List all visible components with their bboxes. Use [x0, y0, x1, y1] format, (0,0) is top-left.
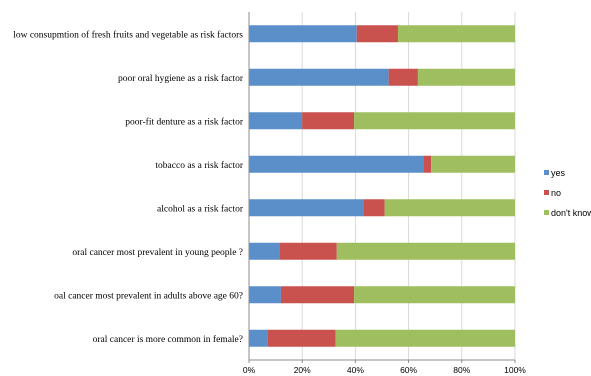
legend-label: yes — [551, 168, 566, 178]
category-label: oral cancer most prevalent in young peop… — [72, 248, 243, 258]
x-tick-label: 80% — [453, 365, 470, 375]
category-label: low consupmtion of fresh fruits and vege… — [13, 29, 243, 40]
bar-segment-yes — [249, 242, 280, 260]
x-tick-labels: 0% 20% 40% 60% 80% 100% — [243, 365, 526, 375]
bar-segment-don-t-know — [354, 286, 515, 304]
bar-segment-yes — [249, 68, 389, 86]
bar-segment-yes — [249, 199, 364, 217]
x-tick-label: 0% — [243, 365, 256, 375]
legend-label: no — [551, 188, 561, 198]
bar-segment-yes — [249, 329, 268, 347]
category-label: oral cancer is more common in female? — [93, 334, 243, 345]
x-tick-label: 100% — [504, 365, 526, 375]
bars — [249, 25, 515, 347]
bar-segment-no — [279, 242, 337, 260]
bar-segment-don-t-know — [354, 112, 515, 130]
x-tick-label: 20% — [294, 365, 311, 375]
bar-segment-don-t-know — [397, 25, 515, 43]
legend-swatch — [544, 170, 549, 175]
bar-segment-yes — [249, 25, 357, 43]
legend: yes no don't know — [544, 168, 591, 218]
x-tick-label: 60% — [400, 365, 417, 375]
bar-segment-yes — [249, 155, 424, 173]
bar-segment-don-t-know — [336, 242, 515, 260]
legend-swatch — [544, 210, 549, 215]
category-label: poor-fit denture as a risk factor — [125, 116, 244, 127]
bar-segment-don-t-know — [417, 68, 515, 86]
legend-swatch — [544, 190, 549, 195]
bar-segment-don-t-know — [384, 199, 515, 217]
bar-segment-no — [388, 68, 418, 86]
category-labels: low consupmtion of fresh fruits and vege… — [13, 29, 244, 345]
legend-label: don't know — [551, 208, 591, 218]
bar-segment-no — [267, 329, 336, 347]
bar-segment-yes — [249, 112, 303, 130]
axes — [248, 12, 516, 363]
category-label: tobacco as a risk factor — [155, 160, 243, 171]
bar-segment-don-t-know — [335, 329, 515, 347]
category-label: poor oral hygiene as a risk factor — [118, 73, 244, 84]
bar-segment-don-t-know — [431, 155, 515, 173]
bar-segment-no — [363, 199, 385, 217]
category-label: alcohol as a risk factor — [157, 203, 244, 214]
bar-segment-no — [423, 155, 432, 173]
gridlines — [301, 12, 516, 360]
category-label: oal cancer most prevalent in adults abov… — [54, 291, 243, 301]
bar-segment-no — [356, 25, 398, 43]
x-tick-label: 40% — [347, 365, 364, 375]
bar-segment-yes — [249, 286, 281, 304]
bar-segment-no — [280, 286, 355, 304]
bar-segment-no — [302, 112, 355, 130]
